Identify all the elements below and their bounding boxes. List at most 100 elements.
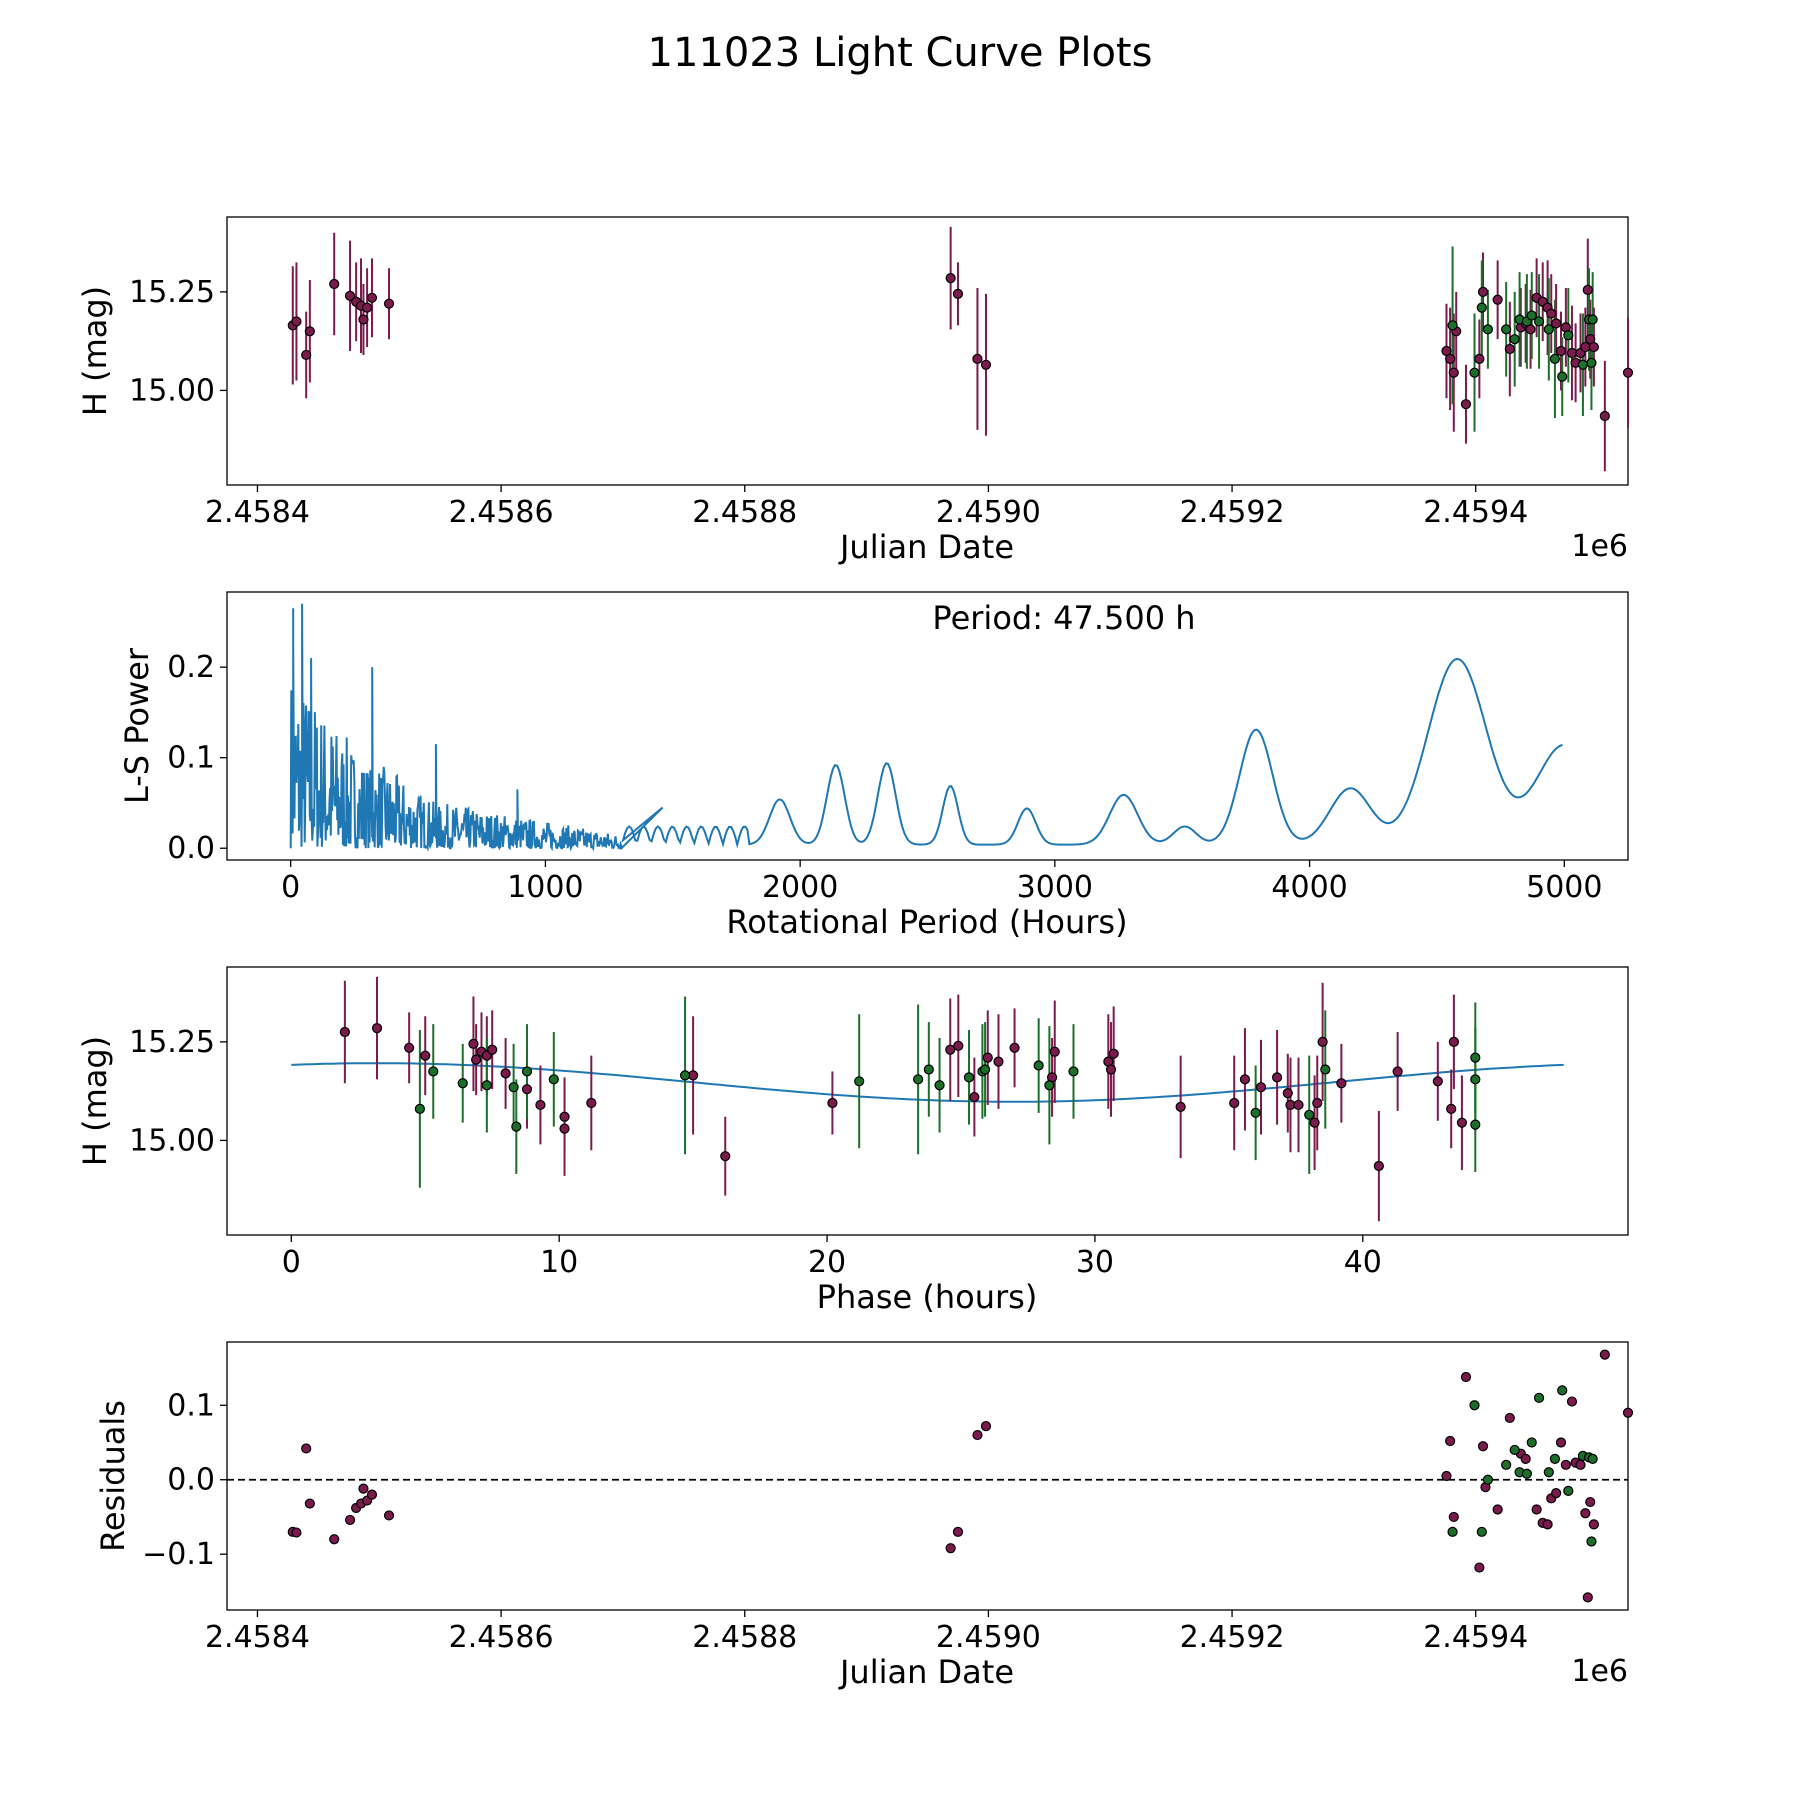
phased-point-green (1470, 1052, 1481, 1063)
phased-point-purple (1373, 1160, 1384, 1172)
periodogram-xtick-label: 5000 (1526, 870, 1602, 905)
residuals-point-purple (952, 1526, 964, 1537)
phased-point-green (548, 1074, 559, 1085)
period-annotation: Period: 47.500 h (932, 599, 1195, 637)
lightcurve-point-purple (952, 288, 964, 299)
lightcurve-point-green (1501, 324, 1512, 335)
residuals-point-green (1549, 1453, 1561, 1464)
periodogram-xlabel: Rotational Period (Hours) (726, 903, 1127, 941)
lightcurve-point-purple (1477, 286, 1489, 297)
phased-ticks: 0 10 20 30 40 15.00 15.25 (129, 1025, 1382, 1280)
residuals-point-purple (1474, 1562, 1485, 1573)
figure-title: 111023 Light Curve Plots (648, 30, 1153, 76)
lightcurve-point-green (1482, 324, 1494, 335)
residuals-xtick-label: 2.4590 (936, 1620, 1041, 1655)
residuals-point-purple (1531, 1504, 1542, 1515)
periodogram-marks (289, 603, 1563, 852)
periodogram-frame (226, 591, 1629, 861)
phased-point-purple (420, 1050, 431, 1061)
phased-point-purple (1317, 1036, 1328, 1047)
residuals-point-green (1469, 1400, 1480, 1411)
phased-panel: 0 10 20 30 40 15.00 15.25 Phase (hours) H (mag… (76, 966, 1629, 1316)
phased-point-purple (1009, 1042, 1020, 1053)
lightcurve-point-purple (1492, 294, 1503, 305)
residuals-point-purple (1445, 1435, 1456, 1447)
lightcurve-offset-label: 1e6 (1571, 529, 1628, 564)
phased-point-purple (945, 1044, 956, 1055)
phased-xtick-label: 0 (282, 1245, 301, 1280)
residuals-point-green (1587, 1453, 1598, 1464)
residuals-point-purple (383, 1510, 395, 1521)
lightcurve-point-purple (1551, 318, 1562, 329)
residuals-point-green (1509, 1444, 1520, 1456)
lightcurve-point-purple (1474, 353, 1485, 364)
residuals-point-purple (304, 1498, 315, 1509)
lightcurve-point-purple (383, 298, 395, 309)
residuals-point-purple (1551, 1488, 1562, 1499)
lightcurve-point-green (1533, 316, 1545, 327)
lightcurve-point-purple (1588, 341, 1599, 353)
residuals-ytick-label: 0.1 (167, 1388, 215, 1423)
phased-point-purple (404, 1042, 415, 1053)
residuals-point-purple (1477, 1441, 1489, 1452)
phased-point-green (934, 1080, 945, 1091)
lightcurve-panel: 2.4584 2.4586 2.4588 2.4590 2.4592 2.4594 15.0… (76, 216, 1634, 566)
residuals-point-green (1557, 1385, 1568, 1396)
phased-point-green (1470, 1119, 1481, 1130)
residuals-panel: 2.4584 2.4586 2.4588 2.4590 2.4592 2.4594 −0.1… (94, 1341, 1634, 1691)
periodogram-ytick-label: 0.1 (167, 741, 215, 776)
phased-point-purple (559, 1111, 570, 1122)
lightcurve-ticks: 2.4584 2.4586 2.4588 2.4590 2.4592 2.4594 15.0… (129, 275, 1528, 530)
lightcurve-xtick-label: 2.4584 (205, 495, 310, 530)
residuals-point-green (1447, 1526, 1458, 1537)
phased-point-green (508, 1082, 519, 1093)
lightcurve-point-green (1563, 330, 1574, 341)
residuals-xtick-label: 2.4594 (1423, 1620, 1528, 1655)
phased-xtick-label: 20 (808, 1245, 846, 1280)
residuals-point-purple (1542, 1519, 1553, 1530)
phased-point-green (913, 1074, 924, 1085)
phased-point-purple (500, 1068, 511, 1079)
periodogram-xtick-label: 3000 (1017, 870, 1093, 905)
lightcurve-point-purple (1504, 343, 1515, 355)
periodogram-xtick-label: 1000 (507, 870, 583, 905)
lightcurve-point-green (1526, 310, 1537, 321)
phased-point-green (521, 1066, 533, 1077)
lightcurve-point-green (1469, 367, 1480, 378)
residuals-ticks: 2.4584 2.4586 2.4588 2.4590 2.4592 2.4594 −0.1… (142, 1388, 1528, 1655)
phased-point-purple (521, 1084, 533, 1095)
residuals-point-green (1476, 1526, 1487, 1537)
phased-point-purple (559, 1123, 570, 1134)
phased-point-purple (371, 1022, 383, 1034)
phased-point-purple (1392, 1066, 1403, 1077)
residuals-point-purple (366, 1489, 378, 1500)
phased-point-purple (1446, 1103, 1457, 1114)
phased-point-purple (1456, 1117, 1468, 1128)
phased-point-purple (1229, 1097, 1240, 1109)
lightcurve-point-green (1447, 320, 1458, 331)
lightcurve-xtick-label: 2.4592 (1180, 495, 1285, 530)
residuals-ylabel: Residuals (94, 1400, 132, 1552)
periodogram-ytick-label: 0.0 (167, 831, 215, 866)
lightcurve-point-green (1476, 302, 1487, 313)
phased-point-purple (953, 1040, 964, 1051)
residuals-point-green (1521, 1468, 1532, 1479)
phased-point-purple (1239, 1074, 1251, 1085)
phased-point-purple (1175, 1101, 1186, 1113)
phased-point-green (1320, 1064, 1331, 1075)
phased-point-green (1044, 1080, 1055, 1091)
lightcurve-point-purple (1546, 308, 1557, 319)
periodogram-xtick-label: 4000 (1271, 870, 1347, 905)
residuals-point-purple (980, 1421, 992, 1432)
residuals-offset-label: 1e6 (1571, 1654, 1628, 1689)
residuals-point-purple (1492, 1504, 1503, 1515)
lightcurve-point-purple (344, 290, 356, 301)
residuals-xtick-label: 2.4584 (205, 1620, 310, 1655)
periodogram-ytick-label: 0.2 (167, 650, 215, 685)
residuals-xlabel: Julian Date (838, 1653, 1014, 1691)
lightcurve-point-purple (329, 278, 340, 290)
lightcurve-point-purple (1599, 410, 1610, 422)
residuals-point-purple (1599, 1349, 1610, 1360)
lightcurve-point-green (1543, 324, 1554, 335)
